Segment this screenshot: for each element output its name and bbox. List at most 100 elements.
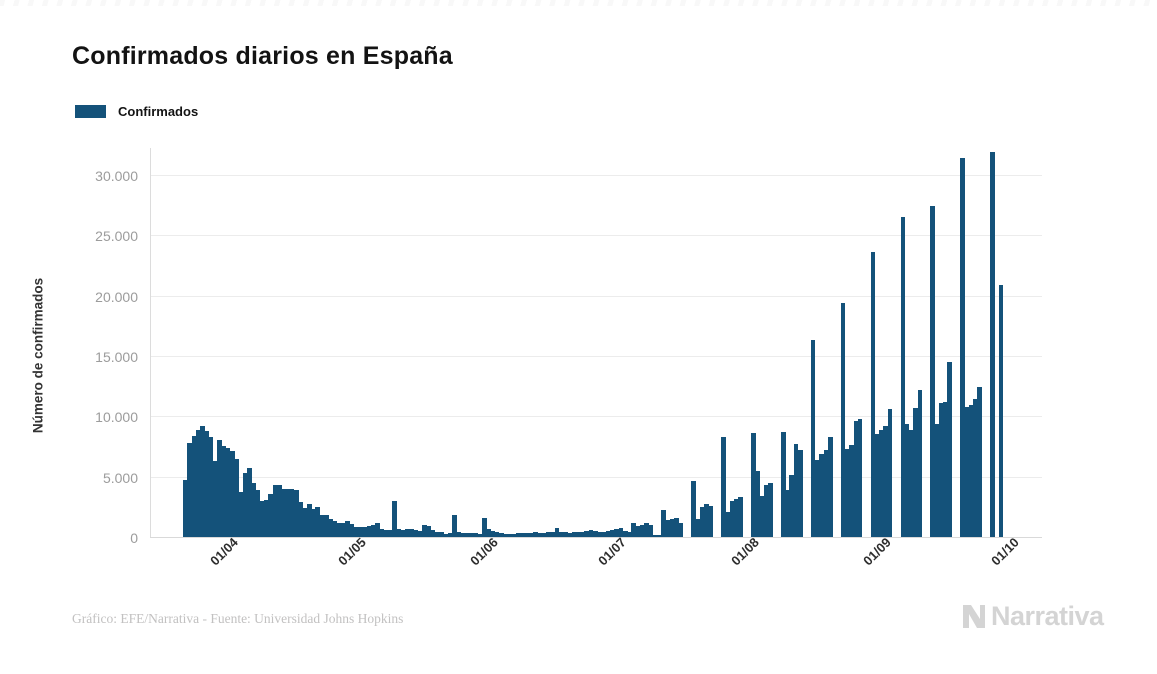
bar-day-185 [973, 399, 978, 537]
bar-day-37 [341, 522, 346, 537]
bar-day-189 [990, 151, 995, 537]
bar-day-9 [221, 446, 227, 537]
bar-day-25 [289, 488, 295, 537]
narrativa-logo: Narrativa [960, 600, 1104, 632]
bar-day-99 [605, 530, 611, 537]
bar-day-39 [349, 523, 355, 537]
bar-day-104 [627, 531, 632, 537]
bar-day-19 [264, 499, 269, 537]
bar-day-85 [546, 532, 551, 537]
bar-day-170 [909, 429, 914, 537]
bar-day-27 [298, 502, 303, 537]
bar-day-20 [268, 493, 274, 537]
bar-day-55 [417, 530, 423, 537]
bar-day-130 [738, 497, 743, 537]
bar-day-59 [434, 531, 440, 537]
bar-day-57 [426, 526, 432, 537]
gridline-30.000 [150, 174, 1042, 176]
bar-day-54 [413, 530, 419, 537]
bar-day-121 [699, 506, 705, 537]
bar-day-147 [810, 340, 816, 537]
y-tick-5.000: 5.000 [102, 469, 138, 486]
bar-day-96 [593, 530, 598, 537]
bar-day-112 [661, 510, 666, 537]
bar-day-41 [358, 527, 363, 537]
bar-day-84 [541, 532, 547, 537]
bar-day-140 [780, 431, 786, 537]
bar-day-60 [439, 532, 444, 537]
bar-day-64 [456, 532, 461, 537]
bar-day-4 [200, 425, 205, 537]
bar-day-103 [622, 530, 628, 537]
bar-day-182 [960, 157, 965, 537]
bar-day-1 [187, 442, 192, 537]
narrativa-logo-icon [963, 605, 985, 628]
bar-day-114 [669, 518, 675, 537]
bar-day-36 [336, 522, 342, 537]
bar-day-52 [405, 528, 410, 537]
bar-day-143 [793, 444, 799, 537]
bar-day-77 [511, 533, 517, 537]
bar-day-175 [930, 206, 936, 537]
bar-day-87 [554, 527, 560, 537]
bar-day-3 [195, 429, 201, 537]
bar-day-42 [362, 526, 368, 537]
bar-day-102 [618, 527, 624, 537]
bar-day-111 [657, 535, 662, 537]
bar-day-169 [904, 423, 910, 537]
bar-day-53 [409, 529, 414, 537]
y-axis-title: Número de confirmados [30, 277, 46, 434]
bar-day-78 [516, 533, 521, 537]
bar-day-137 [768, 482, 773, 537]
bar-day-48 [388, 530, 393, 537]
bar-day-11 [229, 451, 235, 537]
bar-day-176 [934, 423, 940, 537]
bar-day-178 [943, 401, 948, 537]
bar-day-29 [306, 504, 312, 537]
bar-day-23 [281, 488, 286, 537]
bar-day-177 [938, 402, 944, 537]
bar-day-161 [870, 252, 876, 537]
x-tick-01-09: 01/09 [860, 534, 894, 569]
bar-day-46 [379, 528, 385, 537]
y-tick-10.000: 10.000 [95, 409, 138, 426]
bar-day-149 [819, 453, 824, 537]
bar-day-33 [323, 515, 329, 537]
bar-day-61 [443, 533, 449, 537]
bar-day-69 [477, 533, 483, 537]
bar-day-47 [383, 529, 389, 537]
bar-day-70 [481, 517, 487, 537]
x-tick-01-05: 01/05 [334, 534, 369, 569]
bar-day-105 [631, 522, 637, 537]
page-top-texture [0, 0, 1157, 6]
y-axis-line [150, 148, 151, 538]
bar-day-24 [285, 488, 291, 537]
bar-day-141 [785, 489, 790, 537]
bar-day-150 [823, 450, 829, 537]
bar-day-66 [464, 532, 470, 537]
bar-day-88 [558, 532, 564, 537]
bar-day-21 [272, 485, 278, 537]
bar-day-183 [964, 406, 970, 537]
bar-day-13 [238, 492, 244, 537]
y-tick-0: 0 [130, 530, 138, 546]
bar-day-156 [849, 445, 854, 537]
x-tick-01-10: 01/10 [988, 534, 1022, 569]
bar-day-155 [844, 448, 850, 537]
bar-day-98 [601, 532, 607, 537]
bar-day-120 [695, 518, 701, 537]
bar-day-92 [575, 531, 581, 537]
bar-day-101 [614, 528, 619, 537]
bar-day-2 [191, 435, 197, 537]
bar-day-116 [678, 522, 684, 537]
x-axis-tick-labels: 01/04 01/05 01/06 01/07 01/08 01/09 01/10 [150, 534, 1042, 598]
bar-day-151 [827, 436, 833, 537]
plot-area [150, 148, 1042, 538]
chart-credit: Gráfico: EFE/Narrativa - Fuente: Univers… [72, 611, 404, 626]
bar-day-127 [725, 511, 731, 537]
bar-day-148 [815, 459, 820, 537]
bar-day-80 [524, 533, 530, 537]
bar-day-81 [528, 532, 534, 537]
bar-day-93 [580, 531, 585, 537]
bar-day-31 [315, 506, 321, 537]
